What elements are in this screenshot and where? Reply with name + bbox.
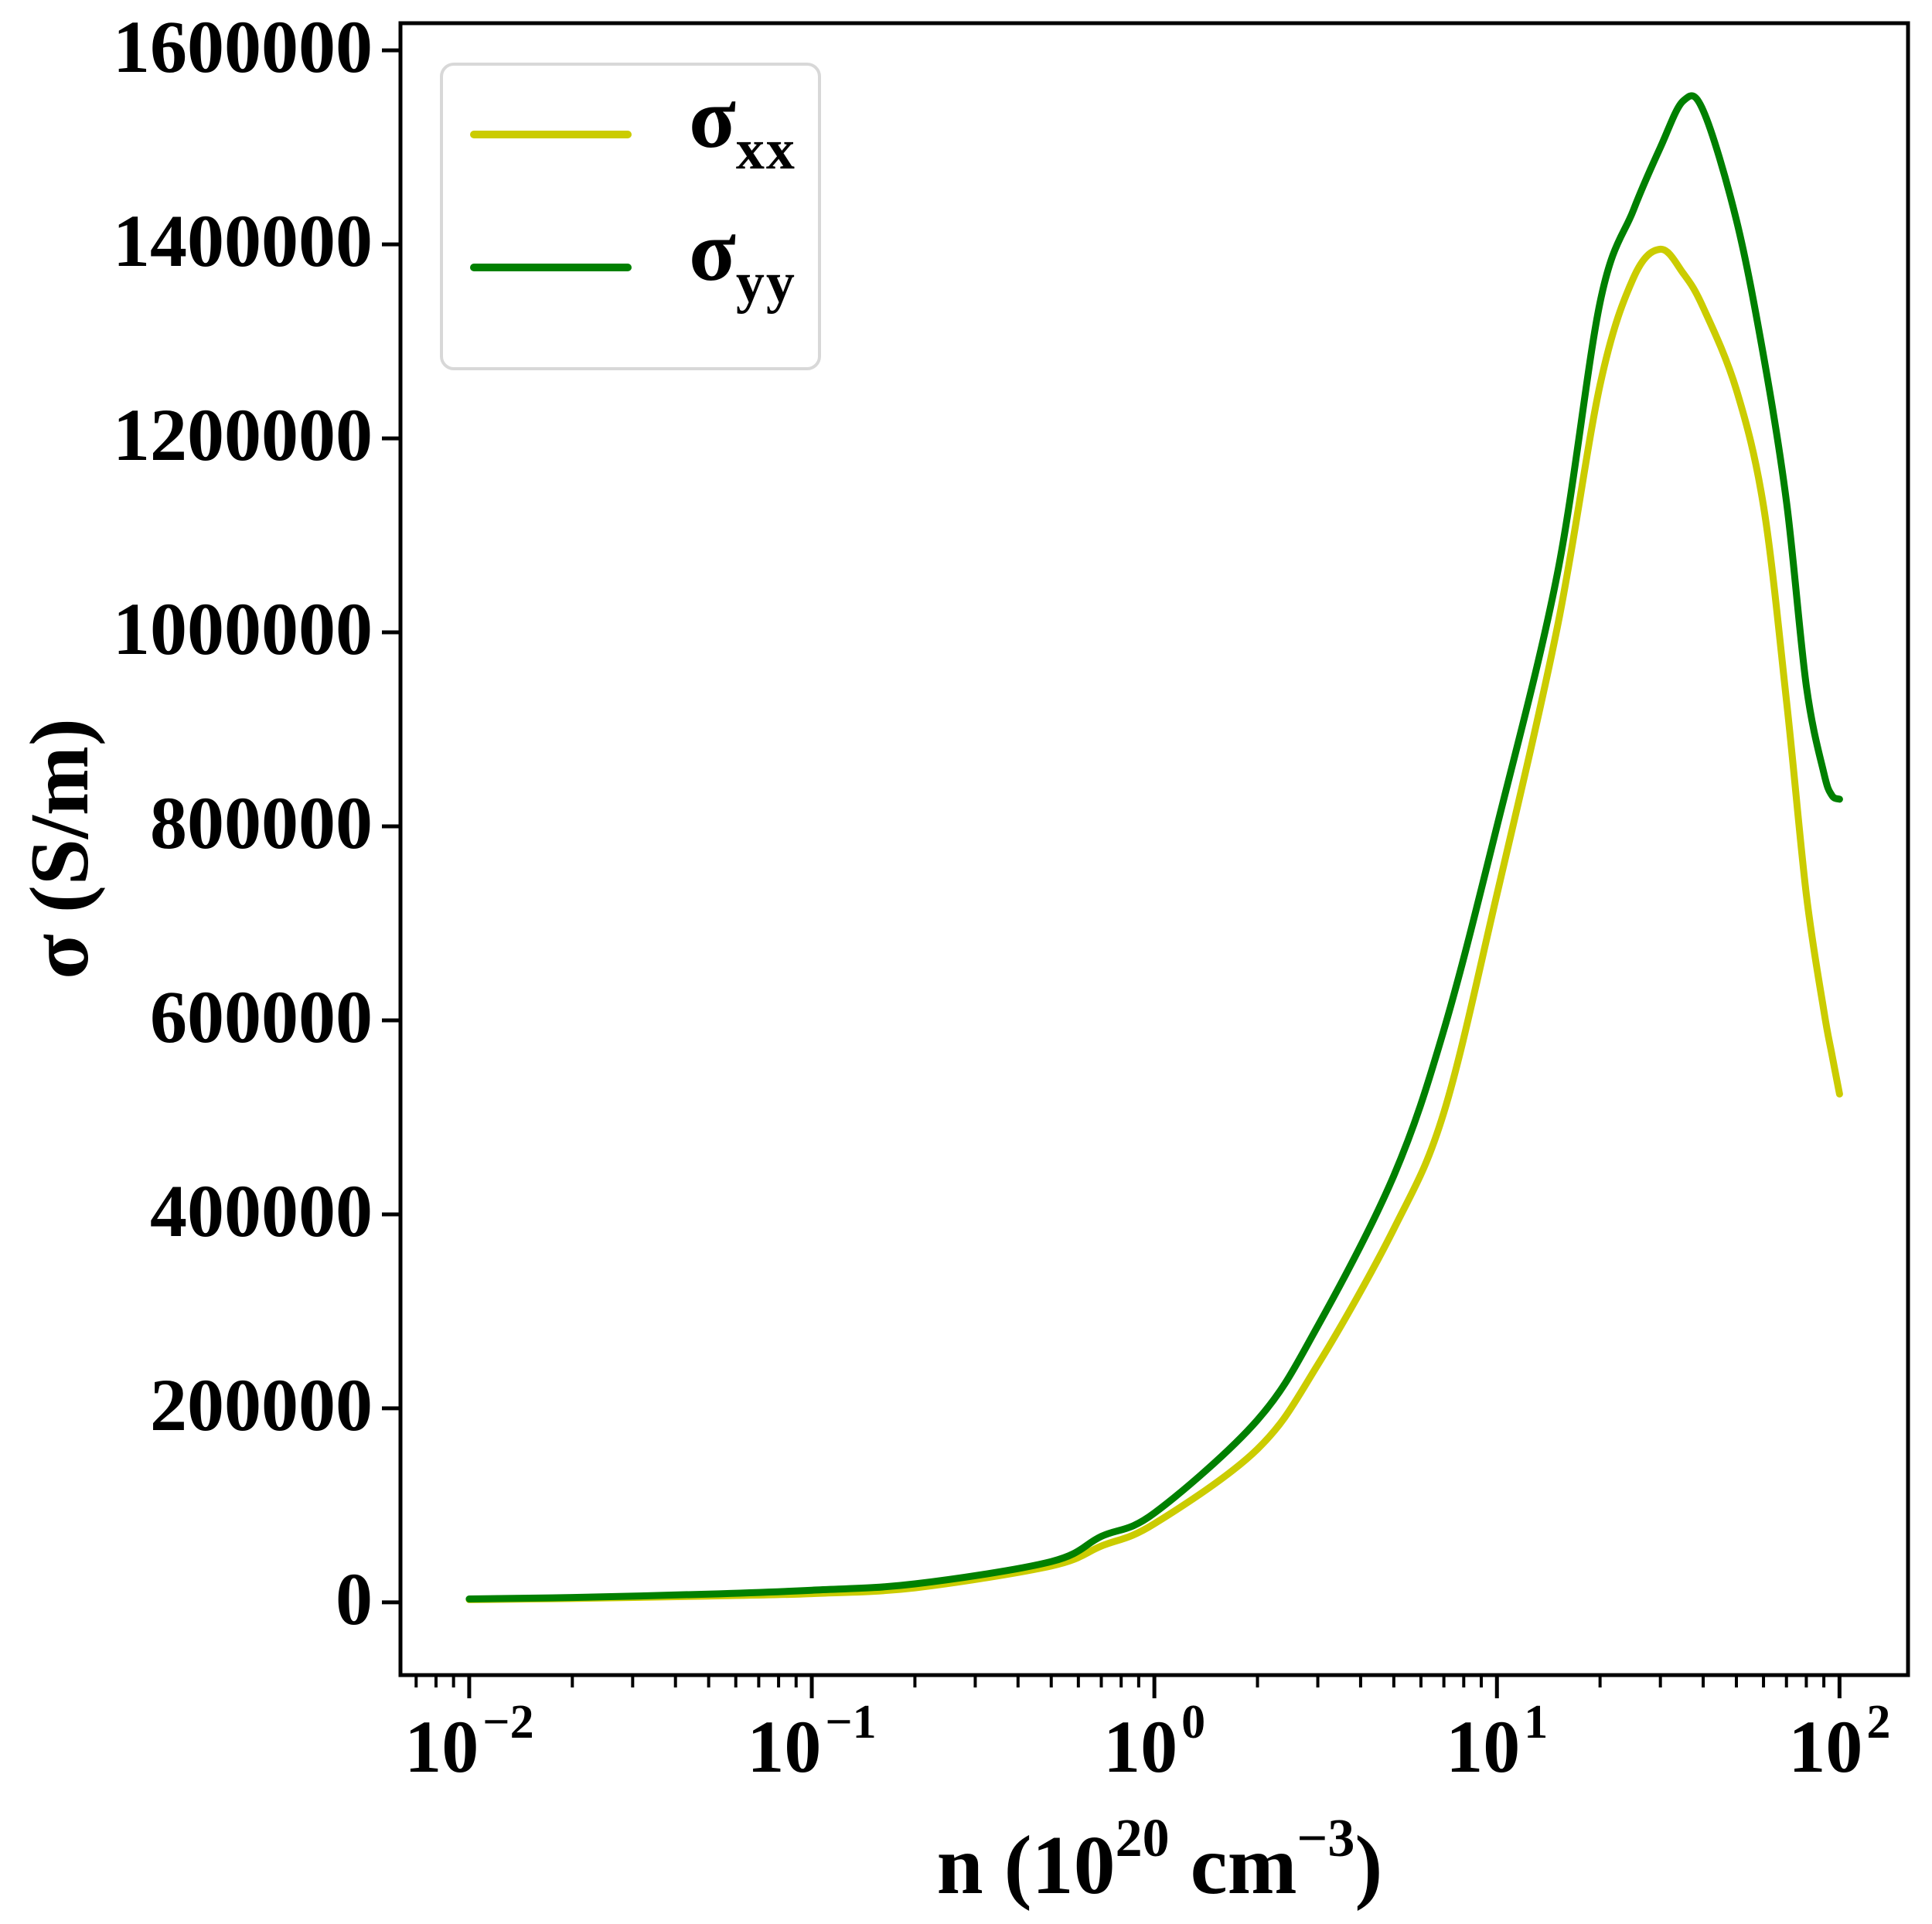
x-axis-label: n (1020 cm−3) bbox=[936, 1809, 1383, 1914]
y-axis-label: σ (S/m) bbox=[14, 718, 106, 979]
legend-label-sigma-xx: σxx bbox=[689, 75, 796, 179]
legend-line-sigma-yy bbox=[470, 264, 632, 271]
x-tick-label: 102 bbox=[1788, 1696, 1890, 1793]
x-minor-ticks bbox=[414, 1675, 1826, 1687]
x-tick-label-exponent: −1 bbox=[825, 1696, 877, 1749]
x-tick-label: 10−1 bbox=[747, 1696, 876, 1793]
x-tick-label: 101 bbox=[1446, 1696, 1548, 1793]
legend-label-sigma-yy-main: σ bbox=[689, 203, 736, 299]
x-axis-label-exponent: 20 bbox=[1115, 1809, 1170, 1868]
y-tick-label: 800000 bbox=[150, 782, 373, 864]
x-tick-label: 100 bbox=[1103, 1696, 1205, 1793]
x-tick-label-base: 10 bbox=[747, 1705, 822, 1788]
x-axis-label-text: ) bbox=[1354, 1820, 1383, 1912]
x-axis-label-text: n (10 bbox=[936, 1820, 1116, 1912]
x-tick-label-base: 10 bbox=[1446, 1705, 1521, 1788]
x-tick-label-exponent: 2 bbox=[1866, 1696, 1891, 1749]
y-tick-label: 400000 bbox=[150, 1169, 373, 1252]
legend-label-sigma-yy: σyy bbox=[689, 208, 796, 312]
curve-sigma_xx bbox=[465, 245, 1843, 1603]
y-tick-label: 1600000 bbox=[113, 5, 373, 89]
x-tick-label-exponent: 1 bbox=[1524, 1696, 1549, 1749]
legend-label-sigma-xx-main: σ bbox=[689, 70, 736, 166]
y-tick-label: 200000 bbox=[150, 1363, 373, 1446]
x-tick-label-base: 10 bbox=[404, 1705, 479, 1788]
y-tick-label: 600000 bbox=[150, 975, 373, 1058]
legend-label-sigma-yy-sub: yy bbox=[735, 251, 796, 315]
y-ticks bbox=[382, 48, 400, 1605]
legend-label-sigma-xx-sub: xx bbox=[735, 118, 796, 182]
x-tick-label-base: 10 bbox=[1788, 1705, 1863, 1788]
x-ticks bbox=[467, 1675, 1842, 1698]
y-tick-label: 1000000 bbox=[113, 587, 373, 671]
y-tick-label: 0 bbox=[336, 1557, 373, 1640]
legend: σxx σyy bbox=[440, 63, 821, 370]
x-tick-label-exponent: −2 bbox=[482, 1696, 534, 1749]
x-axis-label-text: cm bbox=[1169, 1820, 1297, 1912]
y-tick-label: 1400000 bbox=[113, 199, 373, 283]
curve-sigma_yy bbox=[465, 92, 1843, 1602]
x-tick-label-base: 10 bbox=[1103, 1705, 1178, 1788]
x-axis-label-exponent: −3 bbox=[1297, 1809, 1355, 1868]
x-tick-label-exponent: 0 bbox=[1181, 1696, 1206, 1749]
x-tick-label: 10−2 bbox=[404, 1696, 533, 1793]
legend-line-sigma-xx bbox=[470, 131, 632, 138]
y-tick-label: 1200000 bbox=[113, 393, 373, 477]
